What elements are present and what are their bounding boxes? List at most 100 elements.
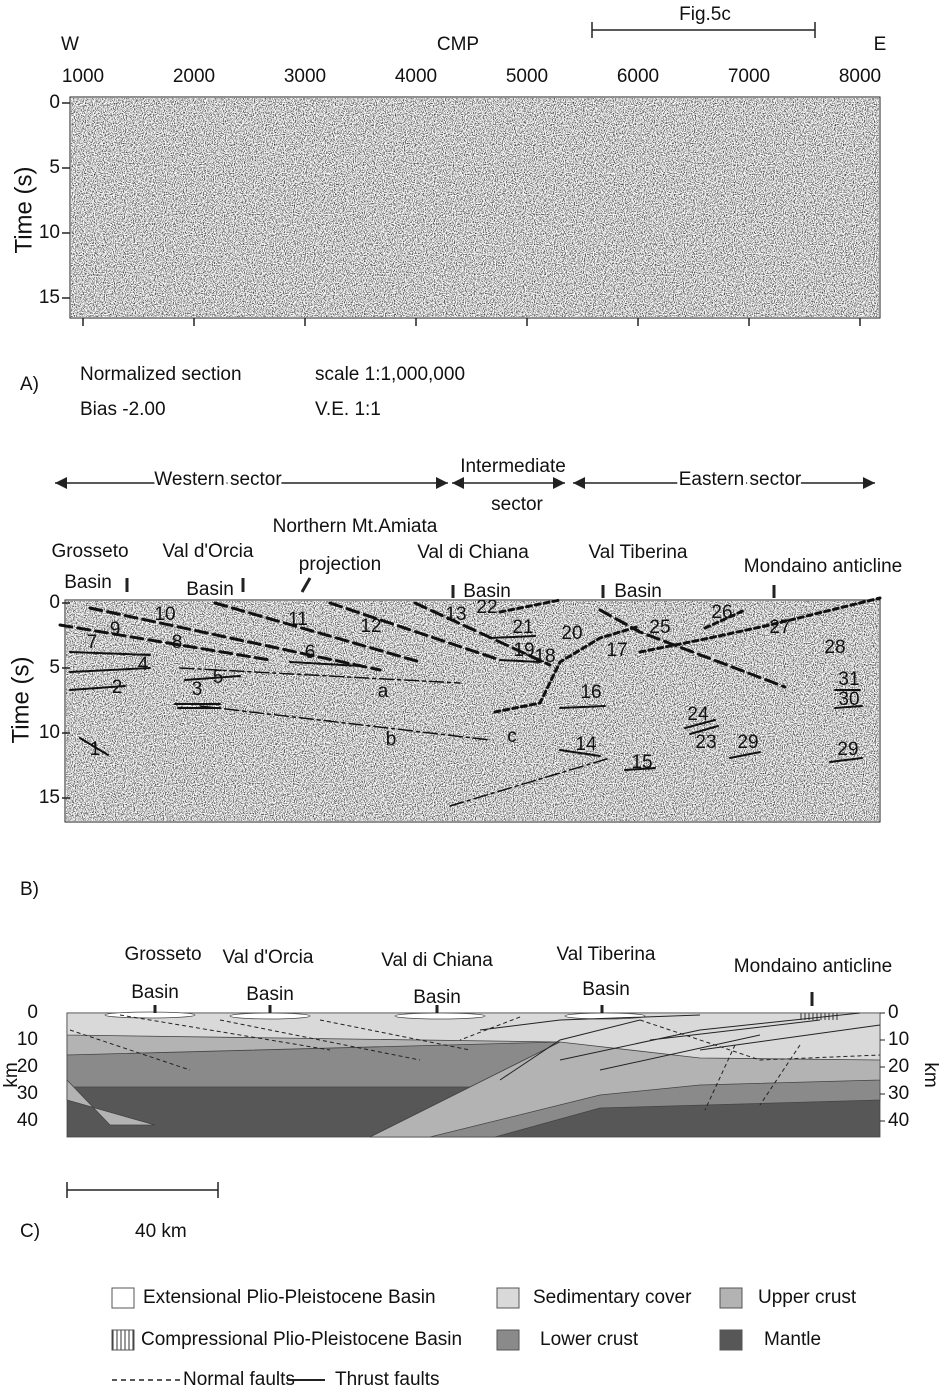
fault-label: 25 bbox=[649, 617, 670, 638]
legend-label: Normal faults bbox=[183, 1369, 295, 1390]
model-faults bbox=[69, 1012, 881, 1111]
direction-label: W bbox=[61, 34, 79, 55]
fault-label: 3 bbox=[192, 679, 203, 700]
fault-label: 21 bbox=[512, 617, 533, 638]
legend-label: Upper crust bbox=[758, 1287, 857, 1308]
fault-label: 9 bbox=[110, 619, 121, 640]
fault-label: 28 bbox=[824, 637, 845, 658]
legend-swatch bbox=[719, 1287, 743, 1309]
fault-label: 24 bbox=[687, 704, 709, 725]
section-note: Normalized section bbox=[80, 364, 242, 385]
panel-label: B) bbox=[20, 879, 39, 900]
y-tick-label: 0 bbox=[49, 592, 60, 613]
section-note: V.E. 1:1 bbox=[315, 399, 381, 420]
axis-title: Time (s) bbox=[7, 656, 34, 743]
section-note: Bias -2.00 bbox=[80, 399, 166, 420]
fault-label: c bbox=[507, 726, 517, 747]
panel-label: C) bbox=[20, 1221, 40, 1242]
y-tick-label: 15 bbox=[39, 787, 60, 808]
section-note: scale 1:1,000,000 bbox=[315, 364, 465, 385]
x-tick-label: 8000 bbox=[839, 66, 881, 87]
fault-label: a bbox=[378, 681, 389, 702]
place-label: Northern Mt.Amiata bbox=[273, 516, 438, 537]
fault-label: 12 bbox=[360, 616, 381, 637]
legend-label: Thrust faults bbox=[335, 1369, 440, 1390]
depth-tick-label: 10 bbox=[17, 1029, 38, 1050]
fault-label: 14 bbox=[575, 734, 597, 755]
place-label: Grosseto bbox=[51, 541, 128, 562]
place-label: Val Tiberina bbox=[557, 944, 656, 965]
fault-label: 18 bbox=[534, 646, 555, 667]
inset-label: Fig.5c bbox=[679, 4, 731, 25]
legend-swatch bbox=[111, 1287, 135, 1309]
y-tick-label: 5 bbox=[49, 157, 60, 178]
place-label: Mondaino anticline bbox=[744, 556, 902, 577]
fault-label: 17 bbox=[606, 640, 627, 661]
fault-label: 10 bbox=[154, 604, 175, 625]
depth-tick-label: 0 bbox=[888, 1002, 899, 1023]
place-label: Val di Chiana bbox=[381, 950, 493, 971]
axis-title: CMP bbox=[437, 34, 479, 55]
axis-title: km bbox=[1, 1062, 22, 1087]
place-label: Val d'Orcia bbox=[163, 541, 254, 562]
sector-label: Western sector bbox=[154, 469, 282, 490]
fault-label: 29 bbox=[837, 739, 858, 760]
fault-label: 5 bbox=[213, 667, 224, 688]
fault-label: b bbox=[386, 729, 397, 750]
section-b-noise bbox=[66, 601, 879, 821]
legend-label: Sedimentary cover bbox=[533, 1287, 692, 1308]
fault-label: 7 bbox=[87, 632, 98, 653]
x-tick-label: 4000 bbox=[395, 66, 437, 87]
legend-swatch bbox=[496, 1287, 520, 1309]
place-label: Basin bbox=[131, 982, 179, 1003]
fault-label: 22 bbox=[476, 597, 497, 618]
sector-label: sector bbox=[491, 494, 543, 515]
arrow-head bbox=[452, 477, 565, 489]
fault-label: 19 bbox=[513, 640, 534, 661]
direction-label: E bbox=[874, 34, 887, 55]
fault-lines bbox=[58, 596, 882, 807]
scale-label: 40 km bbox=[135, 1221, 187, 1242]
legend-label: Mantle bbox=[764, 1329, 821, 1350]
sector-label: Intermediate bbox=[460, 456, 566, 477]
fault-label: 15 bbox=[631, 752, 652, 773]
place-label: Basin bbox=[413, 987, 461, 1008]
x-tick-label: 6000 bbox=[617, 66, 659, 87]
y-tick-label: 10 bbox=[39, 222, 60, 243]
legend-swatch bbox=[719, 1329, 743, 1351]
place-label: Mondaino anticline bbox=[734, 956, 892, 977]
depth-tick-label: 10 bbox=[888, 1029, 909, 1050]
depth-tick-label: 20 bbox=[17, 1056, 38, 1077]
sector-label: Eastern sector bbox=[679, 469, 802, 490]
place-label: projection bbox=[299, 554, 381, 575]
fault-label: 6 bbox=[305, 642, 316, 663]
crustal-model bbox=[66, 1011, 881, 1138]
legend-label: Lower crust bbox=[540, 1329, 639, 1350]
axis-title: Time (s) bbox=[10, 166, 37, 253]
place-label: Val Tiberina bbox=[589, 542, 688, 563]
fault-label: 20 bbox=[561, 623, 582, 644]
place-label: Val di Chiana bbox=[417, 542, 529, 563]
x-tick-label: 7000 bbox=[728, 66, 770, 87]
place-label: Basin bbox=[582, 979, 630, 1000]
fault-label: 26 bbox=[711, 602, 732, 623]
fault-label: 2 bbox=[112, 677, 123, 698]
y-tick-label: 0 bbox=[49, 92, 60, 113]
y-tick-label: 10 bbox=[39, 722, 60, 743]
fault-label: 16 bbox=[580, 682, 601, 703]
depth-tick-label: 30 bbox=[888, 1083, 909, 1104]
legend-label: Extensional Plio-Pleistocene Basin bbox=[143, 1287, 436, 1308]
place-label: Val d'Orcia bbox=[223, 947, 314, 968]
place-label: Basin bbox=[614, 581, 662, 602]
x-tick-label: 3000 bbox=[284, 66, 326, 87]
legend-label: Compressional Plio-Pleistocene Basin bbox=[141, 1329, 462, 1350]
x-tick-label: 1000 bbox=[62, 66, 104, 87]
place-marker bbox=[300, 577, 312, 593]
fault-label: 11 bbox=[288, 609, 308, 630]
section-a-noise bbox=[71, 98, 879, 317]
fault-label: 31 bbox=[838, 669, 859, 690]
y-tick-label: 15 bbox=[39, 287, 60, 308]
axis-title: km bbox=[920, 1062, 941, 1087]
fault-label: 13 bbox=[445, 604, 466, 625]
